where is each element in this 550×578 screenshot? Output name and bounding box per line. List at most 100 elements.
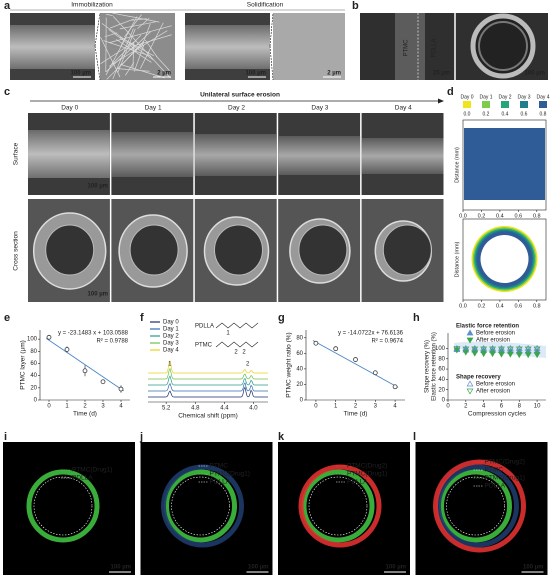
fiber [105,46,134,73]
data-point [533,346,541,353]
y-tick-label: 40 [296,366,303,372]
fiber [104,32,118,38]
legend-label: Day 4 [536,94,549,100]
fiber [112,16,171,79]
data-point [498,344,505,351]
y-tick-label: 40 [30,373,37,379]
lumen-outline [33,476,93,536]
layer-label: PTMC [404,39,410,57]
fiber [120,64,165,79]
fiber [112,28,134,80]
scale-bar: 2 µm [157,71,171,77]
annotation: y = -14.0722x + 76.6136 [338,331,404,337]
lumen-outline [446,476,505,536]
x-tick-label: 0 [446,404,450,410]
scale-bar: 100 µm [88,184,108,190]
data-point [118,386,124,392]
x-tick-label: 4 [119,404,123,410]
structure-label: PTMC [195,343,213,349]
fiber [106,14,113,16]
data-point [471,344,479,351]
zoom-line [94,12,101,47]
x-tick-label: 1 [65,404,69,410]
fluorescent-ring [436,464,519,548]
data-point [353,357,358,362]
y-tick-label: 100 [435,346,446,352]
zoom-line [269,45,274,81]
spectrum [148,367,268,380]
x-tick-label: 0.8 [533,213,541,219]
y-tick-label: 60 [30,361,37,367]
fiber [155,55,170,71]
data-point [372,370,378,376]
tube-ring [478,21,528,71]
scale-label: 0.4 [502,111,509,117]
scale-label: 0.0 [464,111,471,117]
band-layer [464,128,545,200]
data-point [462,346,470,353]
region-label: PDLLA [347,479,368,486]
region-label: PTMC(Drug1) [72,467,112,474]
x-tick-label: 0.8 [533,303,541,309]
fiber [108,29,137,51]
sem-surface-tube [194,134,277,176]
scale-bar: 100 µm [248,565,268,571]
panel-label: i [4,431,7,443]
legend-marker [466,380,474,387]
fiber [108,25,172,44]
panel-title: Unilateral surface erosion [200,92,280,99]
x-tick-label: 2 [464,404,468,410]
row-label: Cross section [13,231,20,271]
structure [215,322,259,329]
fiber [125,62,135,76]
sem-tube [10,25,95,69]
legend-label: Day 2 [163,334,179,340]
x-tick-label: 4.4 [220,406,229,412]
panel-label: f [140,312,144,324]
x-tick-label: 4 [482,404,486,410]
data-point [524,346,532,353]
data-point [506,346,514,353]
panel-label: c [4,86,10,98]
legend-label: Before erosion [476,382,515,388]
legend-label: After erosion [476,338,510,344]
panel-label: d [447,86,454,98]
x-tick-label: 0.4 [496,303,504,309]
panel-header: Immobilization [71,2,113,9]
sem-surface-tube [111,132,194,177]
arrow-head [438,98,444,104]
fluorescent-ring [439,469,512,543]
sem-surface-tube [361,138,444,174]
region-label: PTMC [485,467,504,474]
fiber [141,23,151,46]
scale-bar: 100 µm [386,565,406,571]
data-point [515,344,523,351]
data-point [498,346,505,353]
day-label: Day 4 [395,105,412,112]
sem-image [273,13,345,80]
panel-label: e [4,312,10,324]
spectrum [148,360,268,374]
fit-line [312,340,399,388]
legend-swatch [539,101,547,108]
x-tick-label: 2 [83,404,87,410]
legend-label: Day 4 [163,348,179,354]
x-tick-label: 1 [334,404,338,410]
annotation: R² = 0.9788 [96,339,128,345]
legend-swatch [482,101,490,108]
zoom-line [269,12,274,47]
fiber [111,34,142,66]
panel-label: a [4,0,11,12]
data-point [524,344,532,351]
data-point [64,347,70,352]
peak-number: 2 [246,362,250,368]
fiber [119,36,154,57]
fiber [133,44,145,72]
panel-label: l [413,431,416,443]
zoom-line [94,45,101,81]
x-tick-label: 0.6 [515,303,523,309]
spectrum [148,386,268,398]
x-tick-label: 2 [354,404,358,410]
legend-label: Day 0 [163,320,179,326]
